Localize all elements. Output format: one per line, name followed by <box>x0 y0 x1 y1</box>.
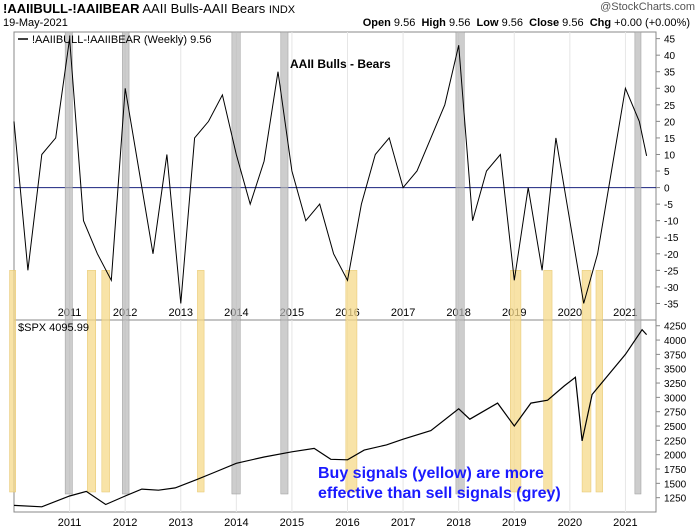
y-tick-label: 20 <box>664 117 676 128</box>
buy-signal-band <box>87 270 96 493</box>
y-tick-label: 4250 <box>664 322 687 333</box>
chg-value: +0.00 (+0.00%) <box>614 17 690 29</box>
y-tick-label: 10 <box>664 150 676 161</box>
buy-signal-band <box>345 270 358 493</box>
sell-signal-band <box>280 31 289 495</box>
buy-signal-band <box>543 270 553 493</box>
y-tick-label: 25 <box>664 101 676 112</box>
x-tick-label: 2020 <box>558 307 582 319</box>
sell-signal-band <box>634 31 642 495</box>
x-tick-label: 2014 <box>224 517 248 529</box>
close-value: 9.56 <box>562 17 584 29</box>
spx-series-line <box>13 328 648 508</box>
x-tick-label: 2011 <box>58 517 82 529</box>
y-tick-label: -25 <box>664 266 679 277</box>
y-tick-label: -20 <box>664 250 679 261</box>
upper-frame <box>13 31 657 321</box>
y-tick-label: 1250 <box>664 494 687 505</box>
annotation-text: Buy signals (yellow) are more <box>318 465 544 482</box>
y-tick-label: 2250 <box>664 436 687 447</box>
sell-signal-band <box>455 31 465 495</box>
annotation-text: effective than sell signals (grey) <box>318 485 561 502</box>
y-tick-label: 40 <box>664 51 676 62</box>
y-tick-label: 3500 <box>664 365 687 376</box>
y-tick-label: 30 <box>664 84 676 95</box>
y-tick-label: 2750 <box>664 408 687 419</box>
signal-overlay: !AAIIBULL-!AAIIBEAR (Weekly) 9.56 AAII Bu… <box>9 31 648 508</box>
y-tick-label: -15 <box>664 233 679 244</box>
y-tick-label: 3000 <box>664 393 687 404</box>
buy-signal-band <box>9 270 16 493</box>
x-tick-label: 2021 <box>613 307 637 319</box>
y-tick-label: 4000 <box>664 336 687 347</box>
x-tick-label: 2019 <box>502 517 526 529</box>
high-value: 9.56 <box>448 17 471 29</box>
buy-signal-band <box>595 270 603 493</box>
y-tick-label: -10 <box>664 217 679 228</box>
y-tick-label: 2500 <box>664 422 687 433</box>
x-tick-label: 2013 <box>169 517 193 529</box>
ohlc-readout: Open 9.56 High 9.56 Low 9.56 Close 9.56 … <box>362 17 690 29</box>
open-value: 9.56 <box>393 17 416 29</box>
y-tick-label: 15 <box>664 134 676 145</box>
sentiment-title: AAII Bulls - Bears <box>290 57 391 71</box>
buy-signal-band <box>510 270 522 493</box>
x-tick-label: 2018 <box>446 517 470 529</box>
legend-sentiment: !AAIIBULL-!AAIIBEAR (Weekly) 9.56 <box>32 34 212 46</box>
x-tick-label: 2017 <box>391 517 415 529</box>
y-tick-label: 5 <box>664 167 670 178</box>
x-tick-label: 2020 <box>558 517 582 529</box>
legend-spx: $SPX 4095.99 <box>18 322 89 334</box>
sell-signal-band <box>231 31 241 495</box>
y-tick-label: 45 <box>664 35 676 46</box>
y-tick-label: 1500 <box>664 479 687 490</box>
y-tick-label: -35 <box>664 299 679 310</box>
y-tick-label: 3250 <box>664 379 687 390</box>
low-value: 9.56 <box>501 17 523 29</box>
y-tick-label: 35 <box>664 68 676 79</box>
buy-signal-band <box>581 270 592 493</box>
chart-date: 19-May-2021 <box>3 17 68 29</box>
chart-title: !AAIIBULL-!AAIIBEAR AAII Bulls-AAII Bear… <box>3 1 295 16</box>
x-tick-label: 2016 <box>335 517 359 529</box>
x-tick-label: 2013 <box>169 307 193 319</box>
buy-signal-band <box>101 270 110 493</box>
buy-signal-band <box>197 270 205 493</box>
sell-signal-band <box>64 31 73 495</box>
symbol: !AAIIBULL-!AAIIBEAR <box>3 1 140 16</box>
lower-frame <box>13 319 657 513</box>
x-tick-label: 2015 <box>280 517 304 529</box>
y-tick-label: 1750 <box>664 465 687 476</box>
y-tick-label: -5 <box>664 200 673 211</box>
x-tick-label: 2017 <box>391 307 415 319</box>
symbol-name: AAII Bulls-AAII Bears <box>142 1 266 16</box>
x-tick-label: 2021 <box>613 517 637 529</box>
x-tick-label: 2012 <box>113 517 137 529</box>
y-tick-label: 3750 <box>664 350 687 361</box>
y-tick-label: 2000 <box>664 451 687 462</box>
y-tick-label: 0 <box>664 184 670 195</box>
y-tick-label: -30 <box>664 283 679 294</box>
exchange: INDX <box>268 4 296 16</box>
sell-signal-band <box>122 31 130 495</box>
sentiment-series-line <box>13 38 648 304</box>
stockcharts-credit: @StockCharts.com <box>600 1 695 13</box>
